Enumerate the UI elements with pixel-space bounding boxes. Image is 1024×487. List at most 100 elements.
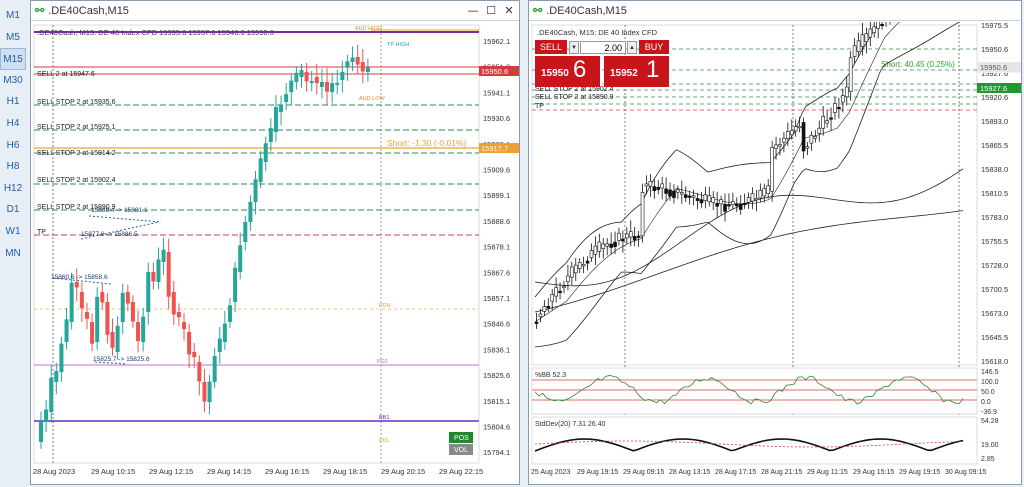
candle-body: [593, 245, 598, 255]
price-axis-label: 15825.6: [483, 371, 510, 380]
order-label: SELL STOP 2 at 15902.4: [535, 86, 614, 93]
minimize-button[interactable]: —: [467, 4, 479, 17]
candle-body: [182, 322, 187, 330]
timeframe-h1[interactable]: H1: [6, 96, 20, 108]
pdl-label: PDL: [379, 438, 390, 444]
volume-increase-button[interactable]: ▲: [627, 41, 637, 54]
sell-button[interactable]: SELL: [535, 40, 567, 54]
timeframe-m1[interactable]: M1: [6, 10, 20, 21]
candle-body: [69, 282, 74, 322]
bb-scale-label: -36.9: [981, 409, 997, 416]
chart-symbol-icon: ⚯: [533, 5, 543, 17]
time-axis-label: 28 Aug 17:15: [715, 469, 756, 476]
candle-body: [141, 316, 146, 342]
chart-header: .DE40Cash, M15: DE 40 Index CFD: [537, 28, 658, 37]
timeframe-h6[interactable]: H6: [6, 139, 20, 151]
maximize-button[interactable]: ☐: [486, 4, 496, 17]
candle-body: [660, 183, 664, 189]
left-window-title: .DE40Cash,M15: [48, 4, 129, 17]
candle-body: [284, 94, 289, 102]
candle-body: [833, 103, 837, 113]
timeframe-h4[interactable]: H4: [6, 118, 20, 129]
timeframe-m15[interactable]: M15: [0, 48, 26, 71]
price-axis-label: 15865.5: [981, 141, 1008, 150]
price-axis-label: 15815.1: [483, 397, 510, 406]
timeframe-d1[interactable]: D1: [6, 204, 20, 216]
candle-body: [350, 57, 355, 62]
candle-body: [202, 382, 207, 402]
order-label: SELL STOP 2 at 15925.1: [37, 124, 116, 131]
timeframe-mn[interactable]: MN: [5, 247, 21, 259]
green-price-tag: [977, 83, 1021, 93]
candle-body: [782, 137, 786, 143]
buy-price-box[interactable]: 15952 1: [604, 56, 669, 87]
candle-body: [304, 72, 309, 82]
volume-decrease-button[interactable]: ▼: [569, 41, 579, 54]
price-axis-label: 15700.5: [981, 285, 1008, 294]
price-axis-label: 15836.1: [483, 345, 510, 354]
candle-body: [746, 197, 751, 203]
buy-button[interactable]: BUY: [639, 40, 669, 54]
candle-body: [789, 130, 794, 136]
bb-scale-label: 50.0: [981, 389, 995, 396]
candle-body: [805, 146, 810, 149]
order-label: SELL STOP 2 at 15890.9: [535, 94, 614, 101]
candle-body: [601, 243, 606, 249]
price-axis-label: 15673.0: [981, 309, 1008, 318]
short-position-label: Short: 40.45 (0.25%): [881, 60, 955, 69]
timeframe-h12[interactable]: H12: [3, 182, 23, 194]
candle-body: [699, 199, 704, 204]
candle-body: [762, 188, 767, 197]
time-axis-label: 29 Aug 20:15: [381, 467, 425, 476]
bb-percent-line: [534, 375, 964, 405]
candle-body: [258, 158, 263, 182]
candle-body: [668, 189, 672, 197]
candle-body: [621, 238, 625, 242]
candle-body: [192, 352, 197, 358]
candle-body: [656, 186, 661, 190]
time-axis-label: 29 Aug 16:15: [265, 467, 309, 476]
one-click-trading-panel: SELL ▼ 2.00 ▲ BUY 15950 6 15952 1: [535, 40, 669, 88]
order-label: SELL STOP 2 at 15935.6: [37, 99, 116, 106]
left-window-titlebar[interactable]: ⚯ .DE40Cash,M15: [31, 1, 519, 21]
price-axis-label: 15838.0: [981, 165, 1008, 174]
order-label: TP: [535, 103, 544, 110]
close-button[interactable]: ✕: [504, 4, 514, 17]
order-label: SELL STOP 2 at 15902.4: [37, 177, 116, 184]
candle-body: [605, 243, 609, 247]
left-chart-area[interactable]: .DE40Cash, M15: DE 40 Index CFD 15955.6 …: [31, 22, 519, 484]
volume-input[interactable]: 2.00: [580, 41, 626, 54]
right-price-chart[interactable]: .DE40Cash, M15: DE 40 Index CFD15975.515…: [529, 0, 1021, 484]
candle-body: [105, 302, 110, 335]
candle-body: [538, 313, 543, 318]
candle-body: [546, 305, 551, 309]
right-chart-area[interactable]: .DE40Cash, M15: DE 40 Index CFD 15975.5 15…: [529, 0, 1021, 484]
time-axis-label: 29 Aug 09:15: [623, 469, 664, 476]
candle-body: [813, 136, 818, 139]
timeframe-m5[interactable]: M5: [6, 31, 20, 43]
right-window-titlebar[interactable]: ⚯ .DE40Cash,M15: [529, 1, 1021, 21]
candle-body: [136, 322, 141, 342]
candle-body: [217, 338, 222, 352]
plot-border: [33, 24, 480, 464]
candle-body: [115, 325, 120, 352]
candle-body: [44, 409, 49, 422]
time-axis-label: 29 Aug 14:15: [207, 467, 251, 476]
timeframe-h8[interactable]: H8: [6, 161, 20, 173]
candle-body: [110, 332, 115, 348]
stddev-line: [534, 438, 964, 452]
timeframe-w1[interactable]: W1: [5, 226, 21, 237]
candle-body: [39, 421, 43, 442]
candle-body: [299, 70, 304, 77]
candle-body: [279, 104, 284, 112]
timeframe-m30[interactable]: M30: [3, 74, 23, 86]
price-axis-label: 15930.6: [483, 114, 510, 123]
left-price-chart[interactable]: .DE40Cash, M15: DE 40 Index CFD 15955.6 …: [31, 22, 519, 484]
bb-scale-label: 146.5: [981, 369, 999, 376]
sell-price-box[interactable]: 15950 6: [535, 56, 600, 87]
candle-body: [628, 231, 633, 238]
candle-body: [754, 198, 759, 201]
moving-average-slow-line: [534, 210, 964, 313]
price-axis-label: 15927.6: [981, 69, 1008, 78]
candle-body: [817, 127, 822, 134]
